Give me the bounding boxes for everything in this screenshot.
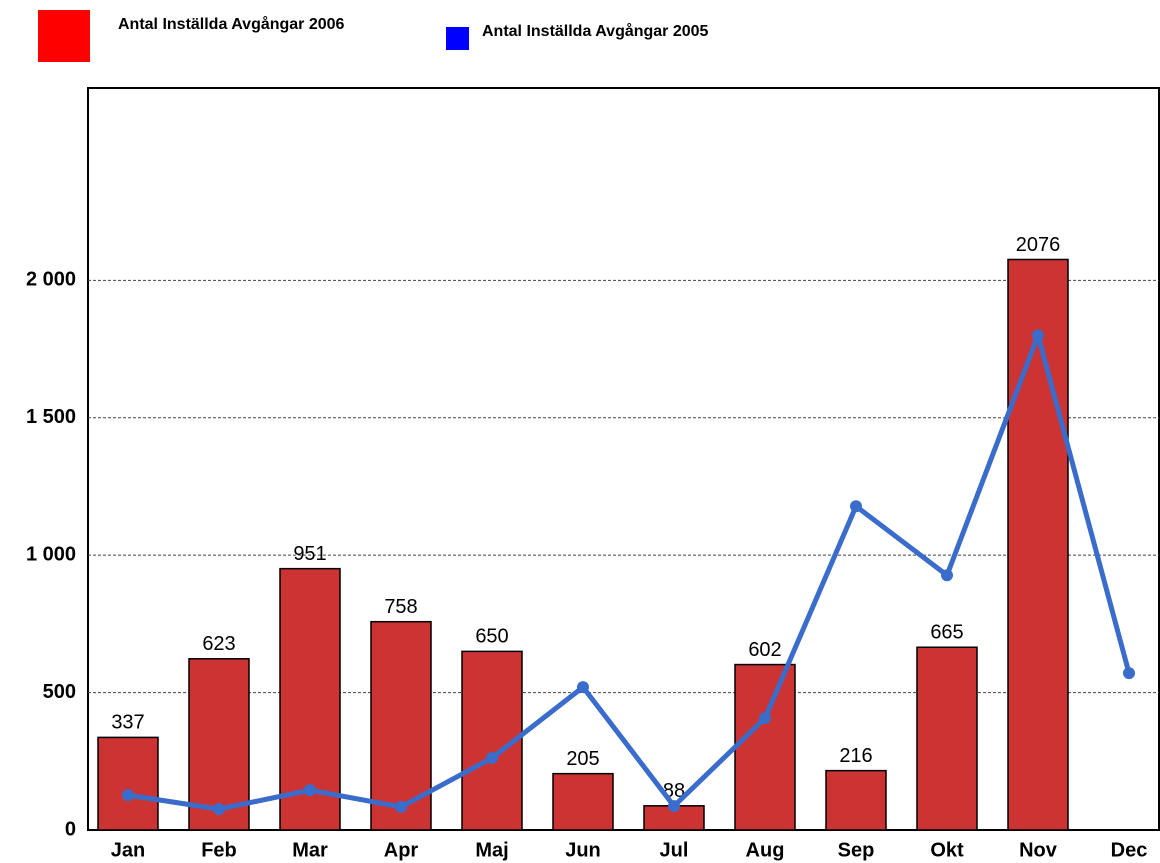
line-marker [213,803,225,816]
bar [916,646,978,831]
x-tick-label: Sep [838,839,875,861]
data-label: 216 [839,745,872,767]
bar [1007,258,1069,831]
legend-swatch [38,10,90,62]
line-marker [850,500,862,513]
legend-label: Antal Inställda Avgångar 2005 [482,22,709,40]
bar [552,772,614,831]
y-tick-label: 0 [65,818,76,840]
line-marker [486,751,498,764]
data-label: 602 [748,639,781,661]
x-tick-label: Nov [1019,839,1058,861]
y-tick-label: 2 000 [26,269,76,291]
y-tick-label: 1 500 [26,406,76,428]
bar [370,620,432,831]
x-tick-label: Aug [746,839,785,861]
x-tick-label: Jun [565,839,601,861]
line-marker [1123,667,1135,680]
data-label: 623 [202,633,235,655]
line-marker [122,789,134,802]
x-tick-label: Dec [1111,839,1148,861]
x-tick-label: Maj [475,839,508,861]
x-tick-label: Apr [384,839,419,861]
bar [97,736,159,831]
line-marker [395,800,407,813]
data-label: 951 [293,543,326,565]
legend-swatch [446,27,469,50]
data-label: 2076 [1016,234,1061,256]
x-tick-label: Feb [201,839,237,861]
line-marker [668,800,680,813]
line-marker [759,712,771,725]
line [127,332,1132,812]
plot-frame [87,87,1160,831]
line-marker [1032,329,1044,342]
x-tick-label: Jul [660,839,689,861]
data-label: 758 [384,596,417,618]
data-label: 650 [475,626,508,648]
x-tick-label: Jan [111,839,145,861]
bar [825,769,887,831]
bar [188,658,250,831]
line-marker [941,569,953,582]
line-marker [304,784,316,797]
data-label: 665 [930,622,963,644]
legend-label: Antal Inställda Avgångar 2006 [118,15,345,33]
data-label: 337 [111,712,144,734]
data-label: 205 [566,748,599,770]
y-tick-label: 1 000 [26,543,76,565]
line-marker [577,681,589,694]
x-tick-label: Okt [930,839,964,861]
bar [734,663,796,831]
y-tick-label: 500 [43,681,76,703]
x-tick-label: Mar [292,839,328,861]
